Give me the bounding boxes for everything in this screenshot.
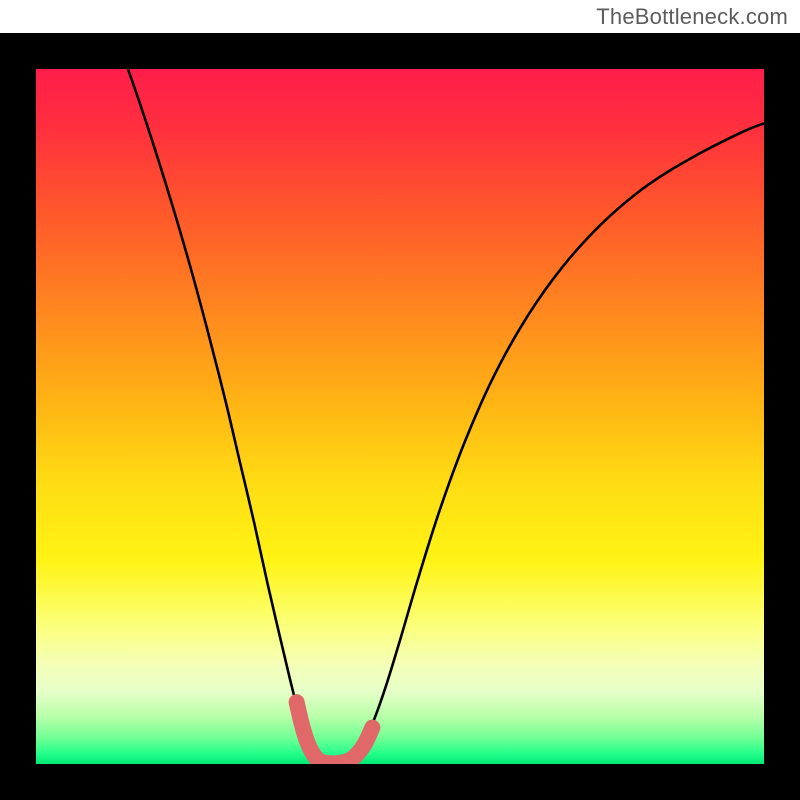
plot-background [36,36,764,764]
figure-root: TheBottleneck.com [0,0,800,800]
watermark-text: TheBottleneck.com [596,4,788,30]
chart-svg [0,0,800,800]
